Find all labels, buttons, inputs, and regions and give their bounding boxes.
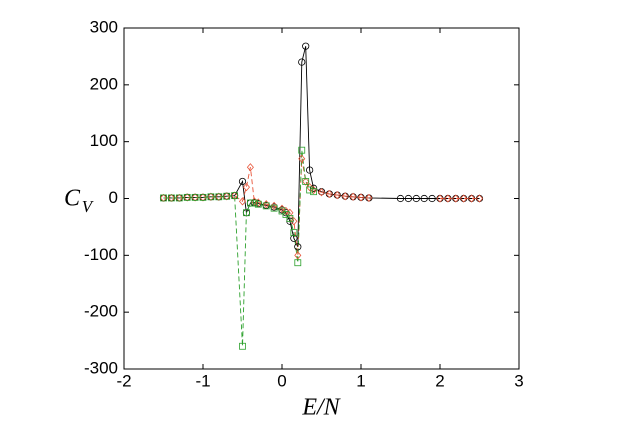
point-marker <box>270 204 278 212</box>
point-marker <box>167 193 175 203</box>
point-marker <box>159 193 168 203</box>
x-tick-label: -1 <box>195 371 210 390</box>
point-marker <box>420 194 428 203</box>
point-marker <box>191 193 199 201</box>
point-marker <box>250 199 258 207</box>
y-axis-label-subscript: V <box>82 197 95 216</box>
point-marker <box>160 194 167 202</box>
point-marker <box>239 342 246 350</box>
point-marker <box>412 194 420 203</box>
point-marker <box>325 189 333 199</box>
y-tick-label: 0 <box>109 188 118 207</box>
point-marker <box>444 194 452 203</box>
series-line <box>163 158 480 256</box>
series-line <box>163 150 314 347</box>
point-marker <box>317 188 326 197</box>
y-axis-label: C <box>64 186 81 212</box>
point-marker <box>302 42 310 50</box>
x-tick-label: -2 <box>116 371 131 390</box>
point-marker <box>396 194 405 203</box>
point-marker <box>207 192 215 201</box>
point-marker <box>404 194 412 203</box>
point-marker <box>183 193 191 201</box>
point-marker <box>294 251 302 260</box>
point-marker <box>231 191 239 200</box>
y-tick-label: 200 <box>90 74 118 93</box>
point-marker <box>262 202 270 210</box>
series-line <box>163 46 480 247</box>
point-marker <box>306 186 314 194</box>
point-marker <box>238 197 247 206</box>
point-marker <box>223 192 231 201</box>
point-marker <box>282 211 290 218</box>
point-marker <box>306 166 314 174</box>
point-marker <box>294 243 302 251</box>
point-marker <box>282 206 290 216</box>
point-marker <box>298 154 306 163</box>
point-marker <box>246 163 254 172</box>
x-tick-label: 2 <box>435 371 444 390</box>
point-marker <box>231 192 239 200</box>
point-marker <box>175 193 183 203</box>
point-marker <box>349 192 357 201</box>
point-marker <box>302 177 310 186</box>
point-marker <box>298 58 306 66</box>
point-marker <box>215 193 223 201</box>
point-marker <box>242 183 250 192</box>
point-marker <box>306 183 314 192</box>
point-marker <box>278 207 286 215</box>
point-marker <box>294 259 302 267</box>
point-marker <box>290 229 298 237</box>
point-marker <box>243 209 250 217</box>
point-marker <box>460 194 468 203</box>
y-tick-label: -100 <box>84 245 118 264</box>
point-marker <box>199 193 207 202</box>
point-marker <box>468 194 476 203</box>
point-marker <box>310 188 318 196</box>
point-marker <box>341 192 349 201</box>
x-tick-label: 1 <box>356 371 365 390</box>
point-marker <box>428 194 436 203</box>
point-marker <box>199 193 207 201</box>
point-marker <box>278 204 286 213</box>
point-marker <box>290 234 298 242</box>
point-marker <box>223 192 231 200</box>
point-marker <box>238 177 247 186</box>
point-marker <box>365 193 373 203</box>
point-marker <box>183 193 191 202</box>
point-marker <box>270 201 278 211</box>
y-tick-label: -200 <box>84 302 118 321</box>
y-tick-label: 100 <box>90 131 118 150</box>
point-marker <box>290 217 298 226</box>
point-marker <box>357 193 365 202</box>
point-marker <box>309 184 318 192</box>
point-marker <box>302 178 310 185</box>
point-marker <box>175 194 183 202</box>
point-marker <box>475 194 484 203</box>
y-tick-label: 300 <box>90 17 118 36</box>
point-marker <box>298 146 306 154</box>
y-tick-label: -300 <box>84 358 118 377</box>
point-marker <box>286 214 294 222</box>
x-tick-label: 3 <box>514 371 523 390</box>
point-marker <box>207 193 215 201</box>
x-axis-label: E/N <box>301 395 341 421</box>
point-marker <box>191 193 199 202</box>
point-marker <box>333 190 341 200</box>
point-marker <box>436 194 444 203</box>
point-marker <box>215 192 223 201</box>
point-marker <box>452 194 460 203</box>
point-marker <box>254 200 262 208</box>
x-tick-label: 0 <box>277 371 286 390</box>
point-marker <box>246 199 254 207</box>
point-marker <box>167 194 175 202</box>
